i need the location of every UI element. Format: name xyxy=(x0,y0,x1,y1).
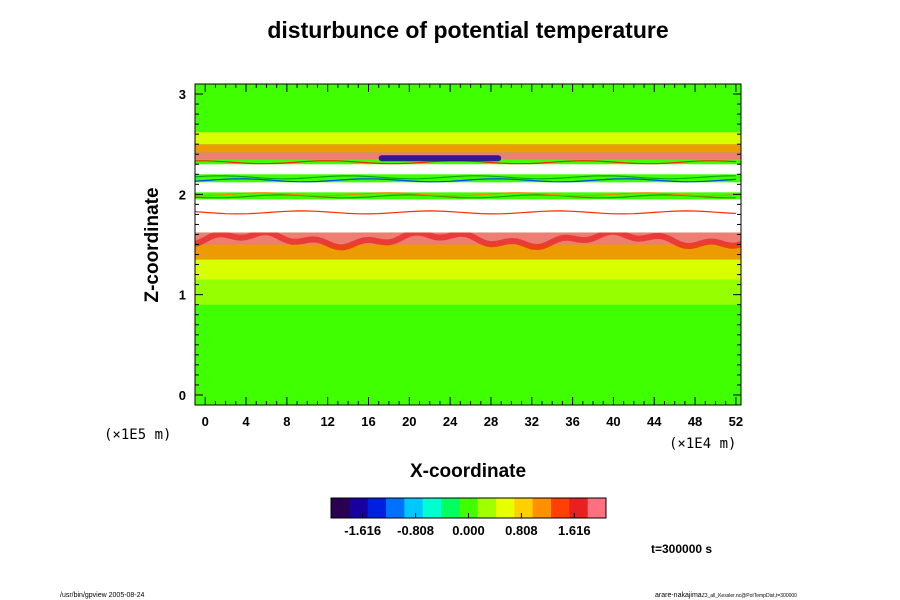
y-unit-label: (×1E5 m) xyxy=(104,427,171,443)
x-axis-label: X-coordinate xyxy=(410,461,526,482)
colorbar-swatch-11 xyxy=(532,498,552,518)
x-tick-label-1: 4 xyxy=(242,414,250,429)
y-tick-label-0: 0 xyxy=(179,388,186,403)
colorbar-swatch-2 xyxy=(367,498,387,518)
footer-left-note: /usr/bin/gpview 2005-08-24 xyxy=(60,592,145,599)
chart-title: disturbunce of potential temperature xyxy=(267,17,668,43)
colorbar-swatch-1 xyxy=(349,498,369,518)
x-tick-label-13: 52 xyxy=(729,414,743,429)
x-tick-label-5: 20 xyxy=(402,414,416,429)
x-tick-label-9: 36 xyxy=(565,414,579,429)
contour-line-2 xyxy=(195,192,736,197)
field-band-3 xyxy=(195,244,741,260)
red-layer-edge xyxy=(195,228,741,251)
y-axis-label: Z-coordinate xyxy=(142,187,163,302)
x-tick-label-10: 40 xyxy=(606,414,620,429)
field-band-7 xyxy=(195,132,741,145)
footer-right-sub: Z3_all_Kessler.nc@PotTempDist,t=300000 xyxy=(702,593,797,599)
colorbar-tick-label-4: 1.616 xyxy=(558,523,591,538)
x-tick-label-2: 8 xyxy=(283,414,290,429)
time-label: t=300000 s xyxy=(651,542,712,556)
wave-layer xyxy=(195,155,741,251)
colorbar-swatch-12 xyxy=(551,498,570,518)
white-band-1 xyxy=(195,182,741,193)
colorbar-tick-label-1: -0.808 xyxy=(397,523,434,538)
y-tick-label-3: 3 xyxy=(179,87,186,102)
field-band-6 xyxy=(195,144,741,153)
contour-line-0 xyxy=(195,210,736,215)
colorbar-swatch-14 xyxy=(587,498,607,518)
colorbar-swatch-5 xyxy=(422,498,442,518)
contour-line-1 xyxy=(195,194,736,199)
colorbar-swatch-7 xyxy=(459,498,479,518)
field-band-0 xyxy=(195,304,741,395)
colorbar-swatch-3 xyxy=(386,498,405,518)
y-tick-label-2: 2 xyxy=(179,187,186,202)
x-tick-label-6: 24 xyxy=(443,414,458,429)
colorbar-tick-label-3: 0.808 xyxy=(505,523,538,538)
x-ticks: 0 4 8 12 16 20 24 28 32 36 40 44 48 52 xyxy=(202,84,743,429)
field-band-2 xyxy=(195,259,741,280)
colorbar-swatch-9 xyxy=(496,498,515,518)
x-tick-label-11: 44 xyxy=(647,414,662,429)
x-tick-label-8: 32 xyxy=(525,414,539,429)
plot-area xyxy=(195,84,741,405)
white-band-2 xyxy=(195,164,741,175)
colorbar-swatch-4 xyxy=(404,498,424,518)
contour-line-4 xyxy=(195,175,736,180)
y-ticks: 0 1 2 3 xyxy=(179,87,741,403)
colorbar-swatch-0 xyxy=(331,498,350,518)
white-band-0 xyxy=(195,199,741,233)
x-tick-label-0: 0 xyxy=(202,414,209,429)
colorbar-swatch-13 xyxy=(569,498,589,518)
footer-right-main: arare-nakajima xyxy=(655,592,702,599)
blue-streak xyxy=(378,155,502,162)
x-tick-label-12: 48 xyxy=(688,414,702,429)
colorbar-ticks: -1.616 -0.808 0.000 0.808 1.616 xyxy=(344,513,591,538)
colorbar-swatch-6 xyxy=(441,498,460,518)
colorbar-tick-label-2: 0.000 xyxy=(452,523,485,538)
x-unit-label: (×1E4 m) xyxy=(669,436,736,452)
colorbar-swatch-10 xyxy=(514,498,534,518)
colorbar xyxy=(330,497,607,519)
x-tick-label-4: 16 xyxy=(361,414,375,429)
colorbar-tick-label-0: -1.616 xyxy=(344,523,381,538)
footer-right-note: arare-nakajimaZ3_all_Kessler.nc@PotTempD… xyxy=(655,592,797,599)
contour-line-3 xyxy=(195,178,736,183)
colorbar-swatch-8 xyxy=(477,498,497,518)
y-tick-label-1: 1 xyxy=(179,288,186,303)
x-tick-label-7: 28 xyxy=(484,414,498,429)
field-band-1 xyxy=(195,279,741,305)
x-tick-label-3: 12 xyxy=(320,414,334,429)
field-layer xyxy=(195,84,741,405)
field-band-8 xyxy=(195,84,741,133)
